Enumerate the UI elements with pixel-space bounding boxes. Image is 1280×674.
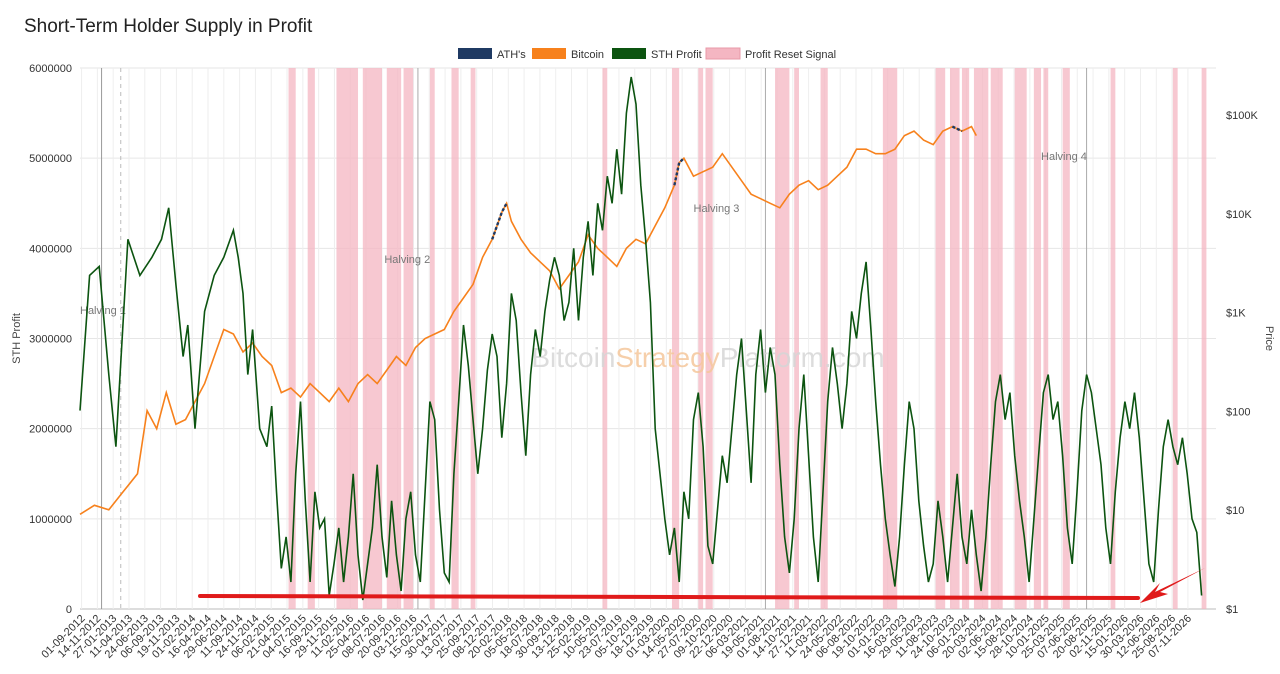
left-tick-label: 1000000 bbox=[29, 514, 72, 526]
profit-reset-band bbox=[961, 68, 970, 609]
highlight-arrow bbox=[198, 568, 1205, 603]
legend-item[interactable]: ATH's bbox=[458, 48, 526, 61]
left-tick-label: 2000000 bbox=[29, 424, 72, 436]
right-tick-label: $10K bbox=[1226, 209, 1252, 221]
right-tick-label: $100 bbox=[1226, 406, 1250, 418]
profit-reset-band bbox=[288, 68, 296, 609]
highlight-line bbox=[198, 594, 1140, 600]
profit-reset-band bbox=[973, 68, 989, 609]
profit-reset-band bbox=[775, 68, 790, 609]
halving-annotation: Halving 2 bbox=[384, 254, 430, 266]
ath-marker bbox=[491, 202, 508, 240]
chart-title: Short-Term Holder Supply in Profit bbox=[24, 16, 313, 37]
profit-reset-band bbox=[935, 68, 946, 609]
left-axis-title: STH Profit bbox=[11, 313, 23, 364]
left-tick-label: 3000000 bbox=[29, 334, 72, 346]
left-tick-label: 6000000 bbox=[29, 63, 72, 75]
profit-reset-band bbox=[1014, 68, 1027, 609]
right-tick-label: $10 bbox=[1226, 505, 1244, 517]
profit-reset-band bbox=[1062, 68, 1070, 609]
profit-reset-band bbox=[386, 68, 402, 609]
left-tick-label: 0 bbox=[66, 604, 72, 616]
bitcoin-line bbox=[79, 125, 978, 515]
axes: 0 1000000 2000000 3000000 4000000 5000000 6000… bbox=[11, 63, 1275, 661]
profit-reset-band bbox=[820, 68, 828, 609]
profit-reset-band bbox=[705, 68, 713, 609]
watermark-part: Strategy bbox=[615, 342, 719, 373]
halving-annotation: Halving 4 bbox=[1041, 151, 1087, 163]
halving-annotation: Halving 3 bbox=[694, 203, 740, 215]
legend-swatch bbox=[532, 48, 566, 59]
watermark-text: BitcoinStrategyPlatform.com bbox=[531, 342, 884, 373]
sth-profit-line bbox=[79, 76, 1203, 601]
ath-marker bbox=[951, 125, 963, 133]
watermark-part: Platform.com bbox=[720, 342, 885, 373]
right-tick-label: $100K bbox=[1226, 110, 1258, 122]
profit-reset-band bbox=[429, 68, 435, 609]
profit-reset-band bbox=[794, 68, 799, 609]
profit-reset-band bbox=[1033, 68, 1042, 609]
profit-reset-band bbox=[403, 68, 414, 609]
profit-reset-band bbox=[1043, 68, 1049, 609]
legend-label: STH Profit bbox=[651, 49, 702, 61]
left-tick-label: 5000000 bbox=[29, 153, 72, 165]
profit-reset-band bbox=[698, 68, 704, 609]
profit-reset-band bbox=[470, 68, 476, 609]
watermark: BitcoinStrategyPlatform.com bbox=[531, 342, 884, 373]
legend-item[interactable]: STH Profit bbox=[612, 48, 702, 61]
legend-swatch bbox=[612, 48, 646, 59]
right-axis-title: Price bbox=[1263, 326, 1275, 351]
legend-label: Profit Reset Signal bbox=[745, 49, 836, 61]
profit-reset-band bbox=[1110, 68, 1116, 609]
profit-reset-band bbox=[602, 68, 608, 609]
legend-item[interactable]: Profit Reset Signal bbox=[705, 47, 836, 61]
profit-reset-band bbox=[882, 68, 898, 609]
series bbox=[79, 76, 1203, 601]
profit-reset-band bbox=[990, 68, 1003, 609]
legend-label: ATH's bbox=[497, 49, 526, 61]
legend-item[interactable]: Bitcoin bbox=[532, 48, 604, 61]
legend[interactable]: ATH's Bitcoin STH Profit Profit Reset Signa… bbox=[458, 47, 836, 61]
profit-reset-band bbox=[451, 68, 459, 609]
profit-reset-band bbox=[671, 68, 680, 609]
right-tick-label: $1K bbox=[1226, 308, 1246, 320]
profit-reset-band bbox=[1172, 68, 1178, 609]
highlight-arrow-head bbox=[1140, 568, 1205, 603]
ath-marker bbox=[673, 157, 685, 186]
profit-reset-band bbox=[336, 68, 359, 609]
profit-reset-band bbox=[307, 68, 315, 609]
watermark-part: Bitcoin bbox=[531, 342, 615, 373]
left-tick-label: 4000000 bbox=[29, 243, 72, 255]
profit-reset-band bbox=[949, 68, 960, 609]
legend-swatch bbox=[705, 47, 741, 60]
legend-label: Bitcoin bbox=[571, 49, 604, 61]
profit-reset-band bbox=[1201, 68, 1207, 609]
legend-swatch bbox=[458, 48, 492, 59]
right-tick-label: $1 bbox=[1226, 604, 1238, 616]
